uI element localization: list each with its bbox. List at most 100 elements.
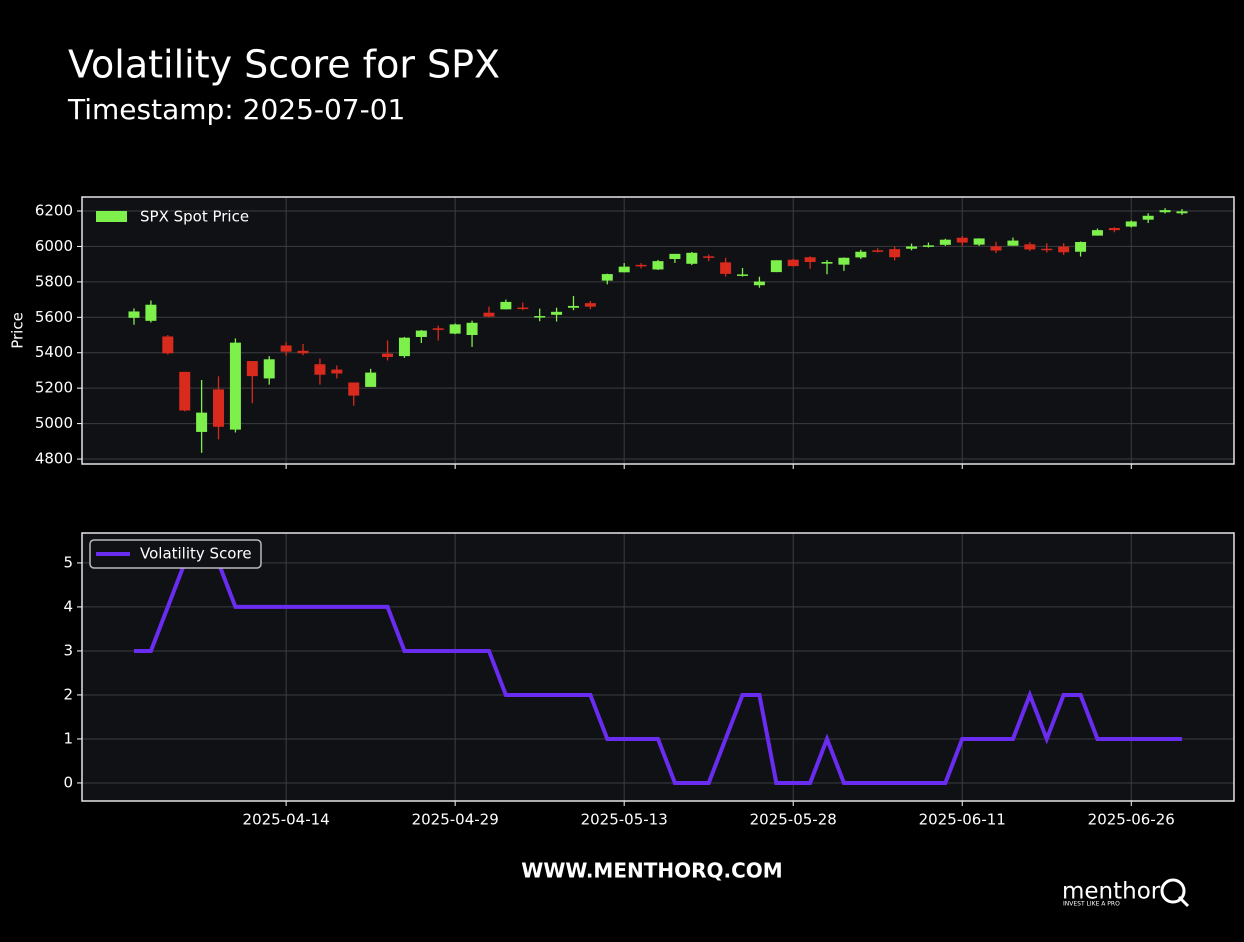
candle-body xyxy=(398,337,410,357)
candle-body xyxy=(128,311,140,318)
candle-body xyxy=(889,249,901,258)
candle-body xyxy=(1007,240,1019,246)
candle-body xyxy=(196,412,208,432)
candle-body xyxy=(1142,215,1154,220)
candle-body xyxy=(1041,248,1053,251)
candle-body xyxy=(939,239,951,245)
candle-body xyxy=(314,364,326,375)
x-tick-label: 2025-04-29 xyxy=(412,811,499,829)
candle-body xyxy=(365,372,377,387)
candle-body xyxy=(449,324,461,334)
candle-body xyxy=(906,246,918,249)
logo-icon xyxy=(1177,895,1190,908)
y-tick-label: 3 xyxy=(63,641,73,659)
candle-body xyxy=(280,345,292,352)
candle-body xyxy=(213,389,225,427)
plot-frame xyxy=(81,196,1235,465)
candle-body xyxy=(415,330,427,337)
candle-body xyxy=(466,322,478,336)
candle-body xyxy=(1091,230,1103,236)
logo-icon xyxy=(1160,878,1186,904)
candle-body xyxy=(973,238,985,245)
candle-body xyxy=(246,361,258,377)
candle-body xyxy=(855,251,867,258)
candle-body xyxy=(703,256,715,258)
y-tick-label: 6000 xyxy=(35,237,73,255)
candle-body xyxy=(1024,244,1036,250)
candle-body xyxy=(1125,221,1137,227)
plot-frame xyxy=(81,532,1235,802)
line xyxy=(134,560,1182,785)
candle-body xyxy=(145,304,157,321)
candle-body xyxy=(720,262,732,274)
candle-body xyxy=(635,264,647,267)
chart-subtitle: Timestamp: 2025-07-01 xyxy=(67,93,405,126)
candle-body xyxy=(770,260,782,273)
candle-body xyxy=(432,328,444,330)
y-tick-label: 5600 xyxy=(35,308,73,326)
candle-body xyxy=(618,266,630,273)
candle-body xyxy=(922,245,934,247)
candle-body xyxy=(263,359,275,379)
candle-body xyxy=(229,342,241,430)
candle-body xyxy=(872,250,884,252)
candle-body xyxy=(567,305,579,308)
y-tick-label: 4800 xyxy=(35,450,73,468)
y-tick-label: 5000 xyxy=(35,414,73,432)
candle-body xyxy=(162,336,174,354)
y-tick-label: 5800 xyxy=(35,272,73,290)
x-tick-label: 2025-06-11 xyxy=(919,811,1006,829)
candle-body xyxy=(838,257,850,265)
candle-body xyxy=(534,316,546,318)
y-tick-label: 2 xyxy=(63,685,73,703)
candle-body xyxy=(804,257,816,263)
website: WWW.MENTHORQ.COM xyxy=(521,859,782,883)
candle-body xyxy=(551,311,563,315)
y-tick-label: 6200 xyxy=(35,201,73,219)
y-tick-label: 5200 xyxy=(35,379,73,397)
candle-body xyxy=(1159,210,1171,213)
legend-label: Volatility Score xyxy=(140,545,252,563)
candle-body xyxy=(1058,246,1070,253)
candle-body xyxy=(686,252,698,264)
candle-body xyxy=(1108,228,1120,231)
legend-box xyxy=(89,539,262,569)
chart-title: Volatility Score for SPX xyxy=(68,43,500,87)
candle-body xyxy=(669,253,681,260)
candle-body xyxy=(331,369,343,374)
plot-area xyxy=(82,533,1234,801)
x-tick-label: 2025-05-13 xyxy=(581,811,668,829)
candle-body xyxy=(348,382,360,396)
candle-body xyxy=(297,350,309,354)
candle-body xyxy=(584,303,596,307)
candle-body xyxy=(382,353,394,357)
candle-body xyxy=(956,237,968,243)
candle-body xyxy=(179,371,191,411)
x-tick-label: 2025-04-14 xyxy=(243,811,330,829)
y-tick-label: 5 xyxy=(63,553,73,571)
candle-body xyxy=(787,259,799,267)
plot-area xyxy=(82,197,1234,464)
candle-body xyxy=(753,281,765,286)
candle-body xyxy=(1075,242,1087,252)
logo-text: menthor xyxy=(1062,879,1161,905)
candle-body xyxy=(517,307,529,310)
x-tick-label: 2025-05-28 xyxy=(750,811,837,829)
candle-body xyxy=(821,262,833,264)
candle-body xyxy=(500,301,512,310)
candle-body xyxy=(483,312,495,317)
legend-swatch xyxy=(96,211,127,222)
candle-body xyxy=(990,246,1002,251)
y-tick-label: 4 xyxy=(63,597,73,615)
candle-body xyxy=(1176,211,1188,214)
x-tick-label: 2025-06-26 xyxy=(1088,811,1175,829)
candle-body xyxy=(737,274,749,276)
logo-tagline: INVEST LIKE A PRO xyxy=(1063,901,1120,908)
y-tick-label: 1 xyxy=(63,729,73,747)
candle-body xyxy=(601,274,613,281)
y-tick-label: 0 xyxy=(63,773,73,791)
y-axis-label: Price xyxy=(9,312,27,349)
legend-label: SPX Spot Price xyxy=(140,208,249,226)
candle-body xyxy=(652,261,664,270)
